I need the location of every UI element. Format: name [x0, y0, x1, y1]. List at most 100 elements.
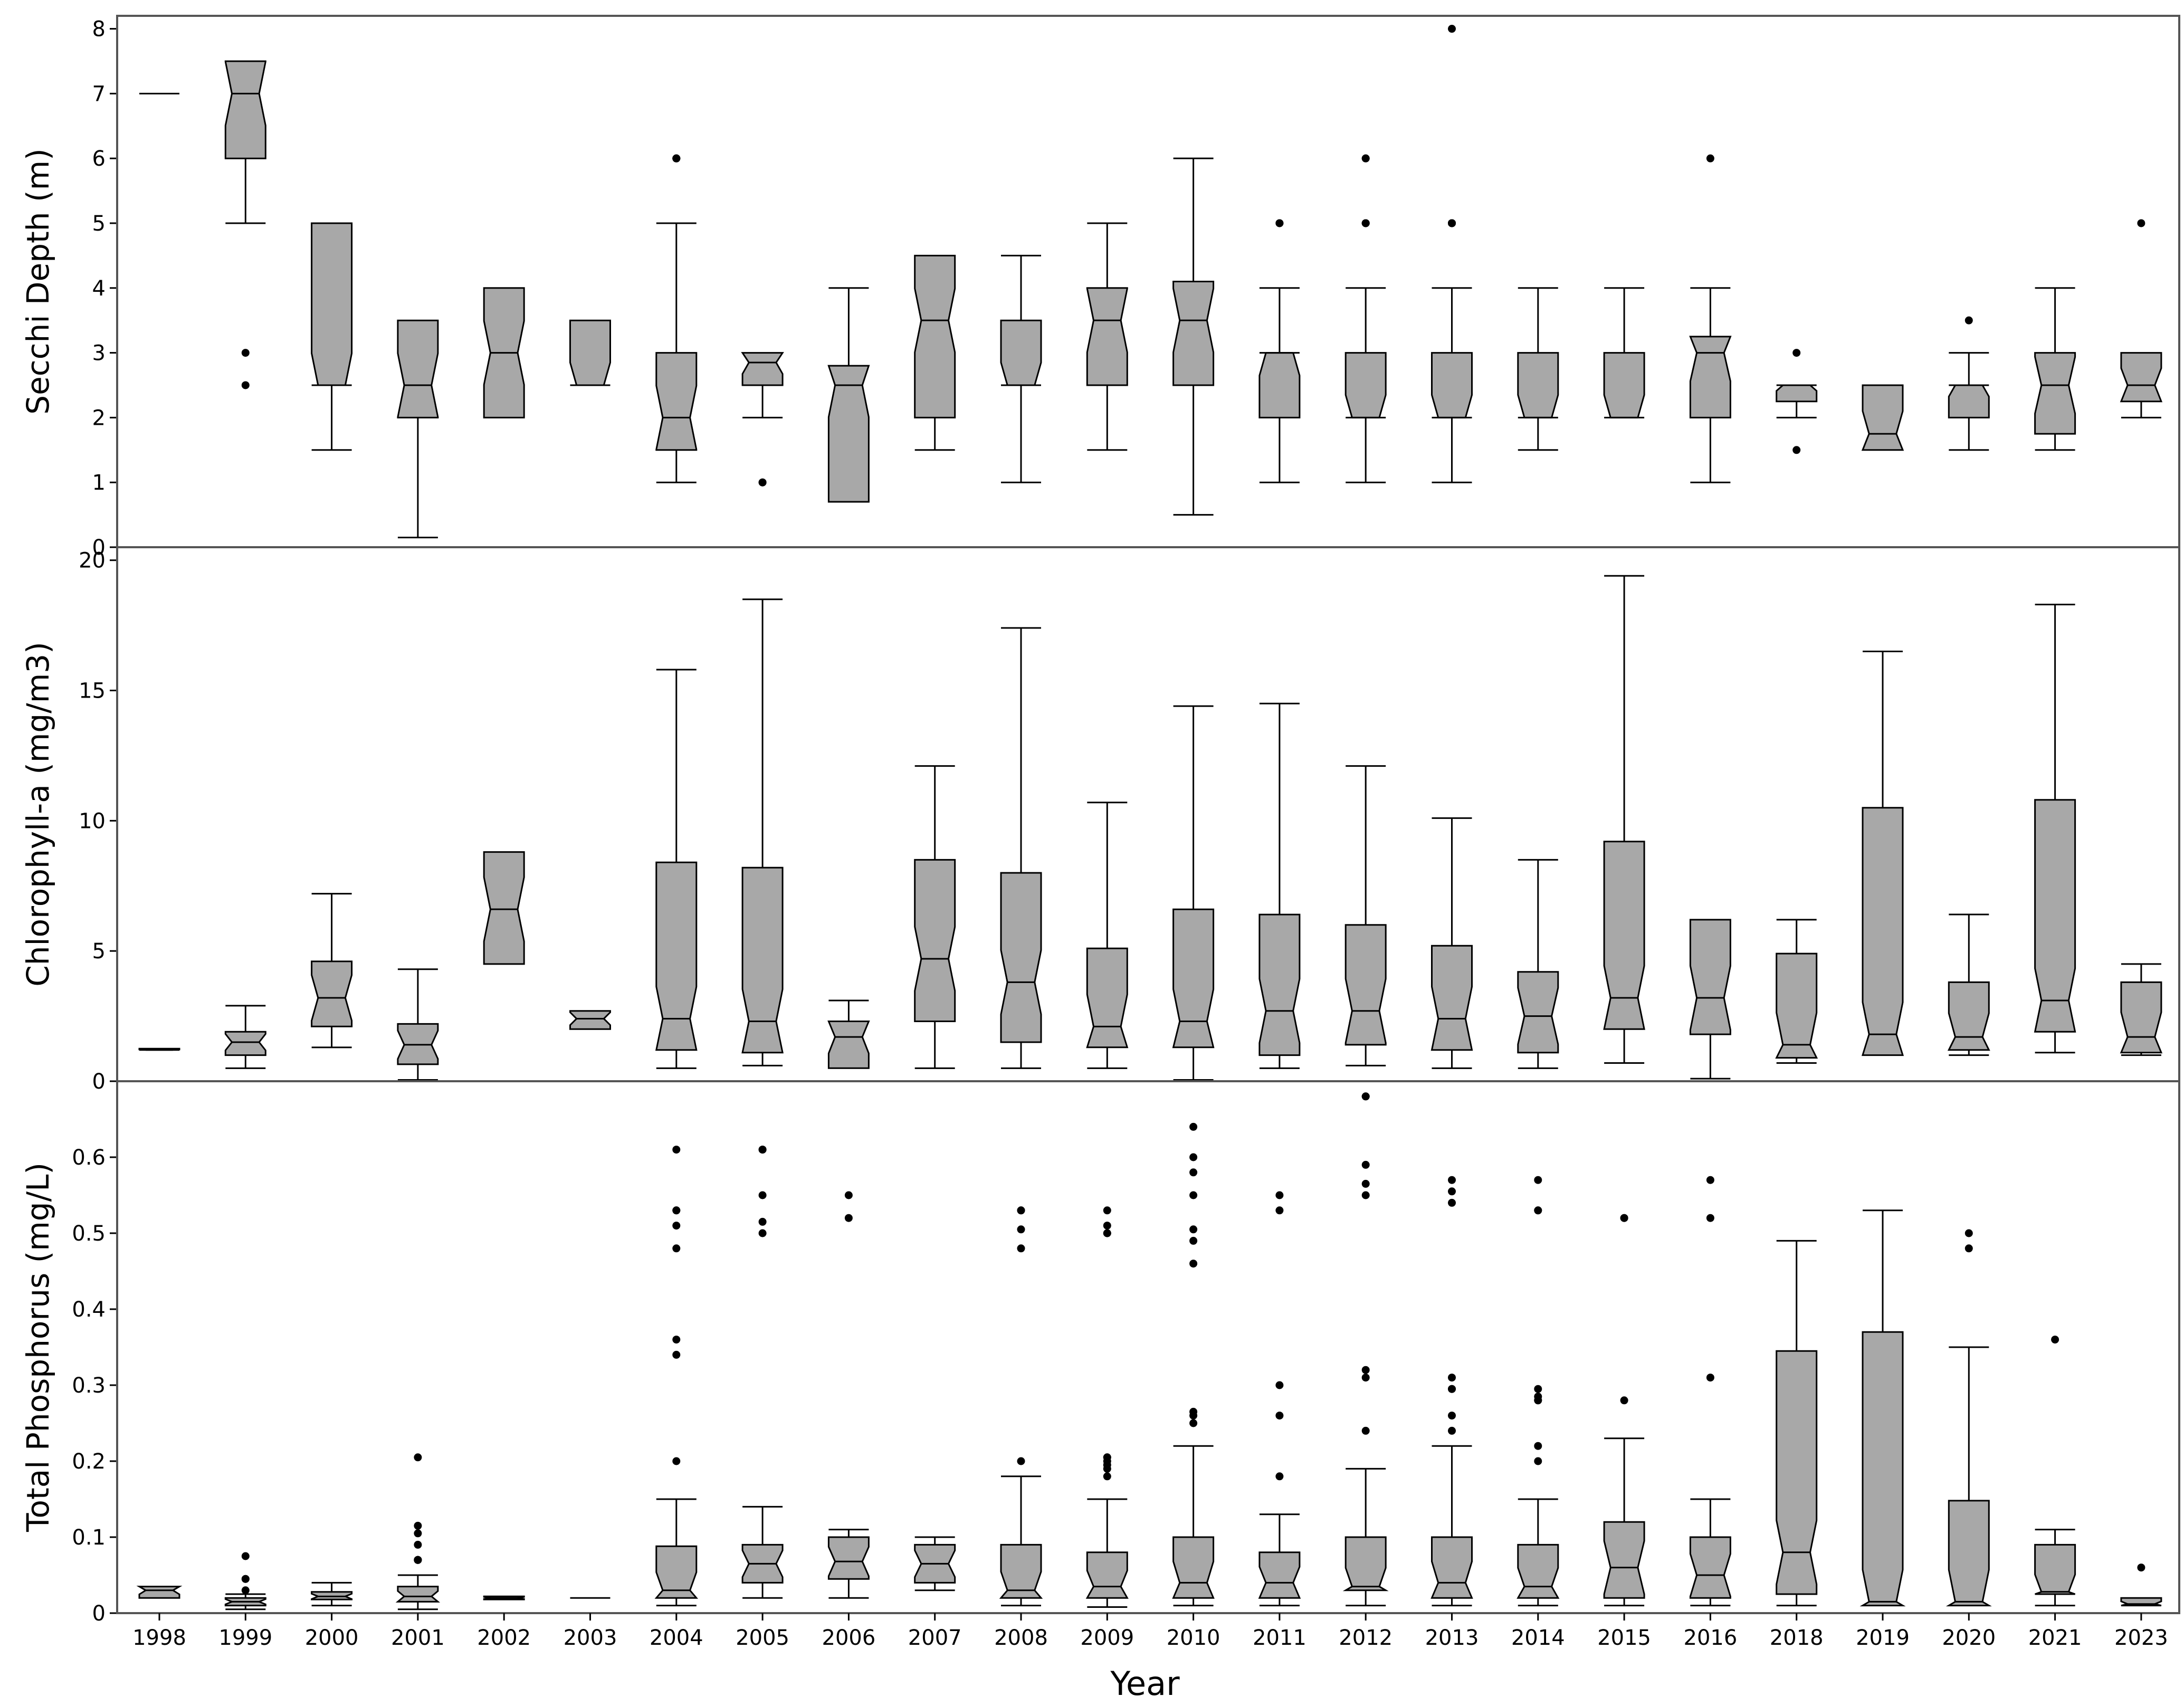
box-body	[827, 1536, 870, 1580]
outlier-point	[241, 1552, 250, 1560]
box-2007	[914, 1536, 956, 1591]
box-body	[999, 1543, 1043, 1599]
box-2020	[1948, 316, 1990, 451]
outlier-point	[1189, 1191, 1198, 1199]
box-body	[914, 254, 956, 418]
box-2023	[2120, 963, 2163, 1056]
box-2009	[1085, 1206, 1129, 1608]
outlier-point	[2051, 1336, 2059, 1344]
y-tick-label: 0.2	[72, 1450, 106, 1474]
box-2004	[655, 154, 698, 483]
outlier-point	[672, 1336, 681, 1344]
box-2007	[914, 254, 956, 451]
outlier-point	[1361, 1374, 1370, 1382]
box-body	[1342, 1536, 1389, 1591]
x-tick-label: 2014	[1511, 1626, 1565, 1650]
outlier-point	[1706, 1214, 1714, 1222]
y-tick-label: 0	[92, 1070, 106, 1094]
box-body	[914, 859, 956, 1022]
outlier-point	[1189, 1122, 1198, 1131]
box-body	[1861, 807, 1904, 1056]
box-2002	[483, 287, 525, 418]
box-body	[1172, 1536, 1215, 1599]
x-tick-label: 2010	[1167, 1626, 1220, 1650]
box-body	[1776, 384, 1818, 403]
box-2015	[1603, 575, 1645, 1064]
outlier-point	[1189, 1412, 1198, 1420]
outlier-point	[2137, 219, 2145, 227]
box-2021	[2034, 604, 2076, 1054]
box-2014	[1517, 1176, 1560, 1607]
box-2002	[483, 851, 525, 965]
x-tick-label: 2016	[1684, 1626, 1738, 1650]
box-body	[1947, 981, 1990, 1051]
box-body	[655, 352, 698, 451]
outlier-point	[1017, 1225, 1025, 1234]
box-body	[1344, 352, 1387, 418]
x-tick-label: 1998	[132, 1626, 186, 1650]
box-2001	[395, 1453, 441, 1610]
box-2016	[1689, 1176, 1731, 1607]
box-2007	[914, 765, 956, 1069]
outlier-point	[1448, 1412, 1456, 1420]
outlier-point	[1361, 154, 1370, 163]
y-tick-label: 0.3	[72, 1374, 106, 1398]
box-body	[1172, 908, 1215, 1049]
x-tick-label: 2000	[305, 1626, 359, 1650]
x-tick-label: 2004	[650, 1626, 703, 1650]
box-body	[1689, 1536, 1731, 1599]
box-2006	[827, 1191, 870, 1599]
outlier-point	[672, 1206, 681, 1215]
outlier-point	[414, 1540, 422, 1549]
box-2005	[741, 598, 784, 1066]
box-body	[483, 851, 525, 965]
outlier-point	[1792, 446, 1801, 454]
outlier-point	[1103, 1229, 1111, 1237]
box-2006	[827, 287, 870, 503]
box-body	[2120, 981, 2163, 1054]
box-1998	[136, 1586, 183, 1599]
y-tick-label: 0.5	[72, 1222, 106, 1246]
outlier-point	[1448, 25, 1456, 33]
x-tick-label: 2002	[477, 1626, 531, 1650]
y-tick-label: 0.6	[72, 1146, 106, 1170]
box-body	[1517, 971, 1559, 1054]
box-2013	[1430, 1176, 1473, 1607]
box-body	[224, 60, 266, 159]
outlier-point	[1706, 1176, 1714, 1184]
outlier-point	[1534, 1457, 1542, 1465]
outlier-point	[1361, 1366, 1370, 1374]
outlier-point	[1361, 1160, 1370, 1169]
box-body	[827, 1021, 870, 1069]
y-tick-label: 7	[92, 82, 106, 106]
outlier-point	[1103, 1206, 1111, 1215]
y-tick-label: 5	[92, 212, 106, 236]
outlier-point	[1964, 316, 1973, 325]
box-body	[1689, 919, 1731, 1035]
box-body	[136, 1586, 183, 1599]
outlier-point	[1448, 1176, 1456, 1184]
box-body	[311, 222, 353, 386]
box-body	[1258, 913, 1301, 1056]
x-tick-label: 2005	[736, 1626, 789, 1650]
outlier-point	[1534, 1442, 1542, 1450]
box-body	[1861, 384, 1904, 451]
box-2000	[311, 222, 353, 451]
box-2002	[483, 1595, 525, 1600]
box-2019	[1861, 650, 1904, 1056]
y-tick-label: 2	[92, 406, 106, 430]
box-2010	[1172, 157, 1215, 516]
box-2008	[999, 1206, 1043, 1607]
box-2013	[1430, 817, 1473, 1069]
outlier-point	[1103, 1222, 1111, 1230]
y-tick-label: 6	[92, 147, 106, 171]
box-body	[1086, 947, 1129, 1049]
box-body	[1344, 924, 1387, 1046]
box-2012	[1344, 765, 1387, 1066]
box-body	[1258, 1551, 1301, 1599]
outlier-point	[1189, 1225, 1198, 1234]
outlier-point	[1189, 1236, 1198, 1245]
box-body	[654, 1545, 699, 1599]
outlier-point	[414, 1521, 422, 1530]
box-2018	[1776, 349, 1818, 454]
